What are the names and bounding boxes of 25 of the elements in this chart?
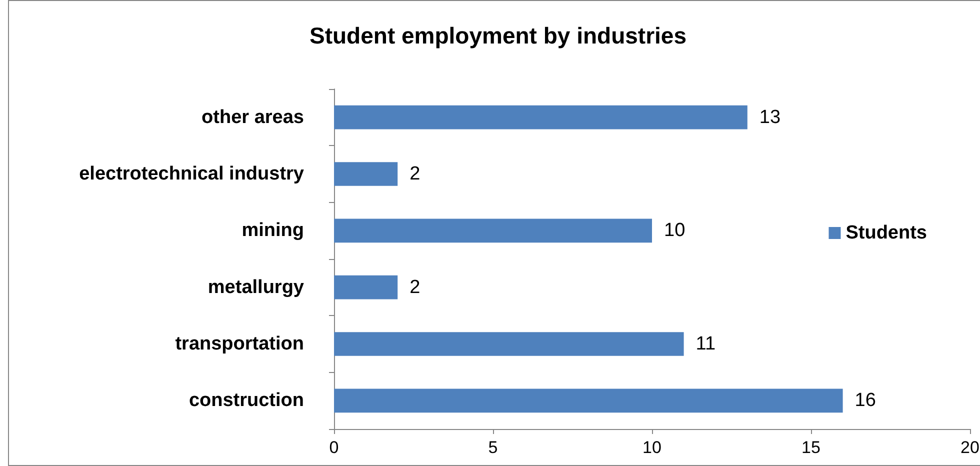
x-tick-label: 10 xyxy=(642,438,662,457)
y-tick-label: electrotechnical industry xyxy=(79,164,304,184)
x-tick-label: 0 xyxy=(329,438,339,457)
bar xyxy=(334,105,748,130)
x-tick-label: 5 xyxy=(488,438,498,457)
bar xyxy=(334,275,398,300)
legend-label: Students xyxy=(846,222,927,244)
bar xyxy=(334,162,398,186)
bar xyxy=(334,218,652,243)
chart-title: Student employment by industries xyxy=(310,22,686,48)
x-tick-label: 15 xyxy=(802,438,820,457)
y-tick-label: construction xyxy=(188,390,304,412)
y-tick-label: metallurgy xyxy=(208,276,304,298)
x-tick-label: 20 xyxy=(960,438,980,457)
data-label: 13 xyxy=(759,106,781,128)
data-label: 11 xyxy=(696,334,716,354)
data-label: 2 xyxy=(410,276,420,298)
data-label: 10 xyxy=(664,220,686,242)
bar xyxy=(334,332,684,356)
y-tick-label: transportation xyxy=(175,334,304,354)
bar xyxy=(334,388,843,413)
y-tick-label: mining xyxy=(242,220,304,242)
data-label: 2 xyxy=(410,164,420,184)
y-tick-label: other areas xyxy=(202,106,304,128)
data-label: 16 xyxy=(854,390,876,412)
